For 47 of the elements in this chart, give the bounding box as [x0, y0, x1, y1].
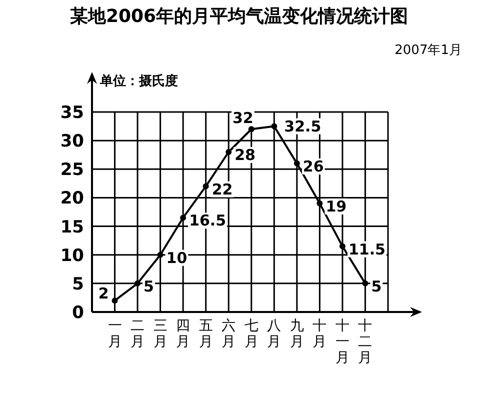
data-label: 19: [326, 197, 347, 216]
point: [134, 280, 141, 286]
x-tick-label: 三月: [153, 318, 168, 350]
point: [157, 252, 164, 258]
x-tick-label: 九月: [290, 318, 304, 350]
y-tick-label: 30: [60, 132, 84, 152]
point: [316, 200, 323, 206]
point: [112, 298, 118, 304]
point: [226, 149, 232, 155]
data-label: 10: [166, 248, 188, 267]
y-tick-label: 0: [72, 303, 84, 323]
data-label: 11.5: [348, 240, 386, 258]
y-tick-label: 25: [60, 160, 84, 180]
point: [294, 160, 300, 166]
data-label: 16.5: [189, 212, 226, 230]
y-tick-label: 10: [60, 246, 84, 266]
point: [180, 214, 186, 221]
data-label: 32.5: [284, 117, 322, 136]
text: 2007年1月: [394, 43, 462, 58]
x-tick-label: 十二月: [358, 318, 372, 366]
point: [362, 280, 368, 286]
data-label: 5: [144, 277, 154, 296]
y-tick-label: 5: [72, 274, 84, 294]
x-tick-label: 八月: [267, 318, 282, 350]
point: [248, 126, 254, 132]
chart-title: 某地2006年的月平均气温变化情况统计图: [68, 6, 408, 27]
data-label: 28: [234, 146, 256, 164]
data-label: 2: [98, 284, 109, 303]
data-label: 26: [302, 157, 324, 176]
y-tick-label: 20: [60, 188, 84, 209]
x-tick-label: 七月: [244, 318, 258, 350]
x-tick-label: 五月: [198, 318, 213, 350]
x-tick-label: 十月: [312, 318, 327, 350]
point: [339, 243, 346, 250]
y-tick-label: 35: [60, 103, 84, 123]
data-label: 32: [232, 109, 254, 128]
x-tick-label: 一月: [108, 318, 122, 350]
point: [202, 183, 209, 190]
x-tick-label: 六月: [222, 318, 236, 350]
point: [271, 123, 278, 130]
data-label: 5: [371, 277, 382, 296]
x-tick-label: 十一月: [335, 318, 350, 366]
y-axis-title: 单位：摄氏度: [99, 73, 178, 89]
data-label: 22: [212, 180, 233, 198]
y-tick-label: 15: [60, 217, 84, 238]
x-tick-label: 四月: [176, 318, 190, 350]
x-tick-label: 二月: [130, 318, 145, 350]
